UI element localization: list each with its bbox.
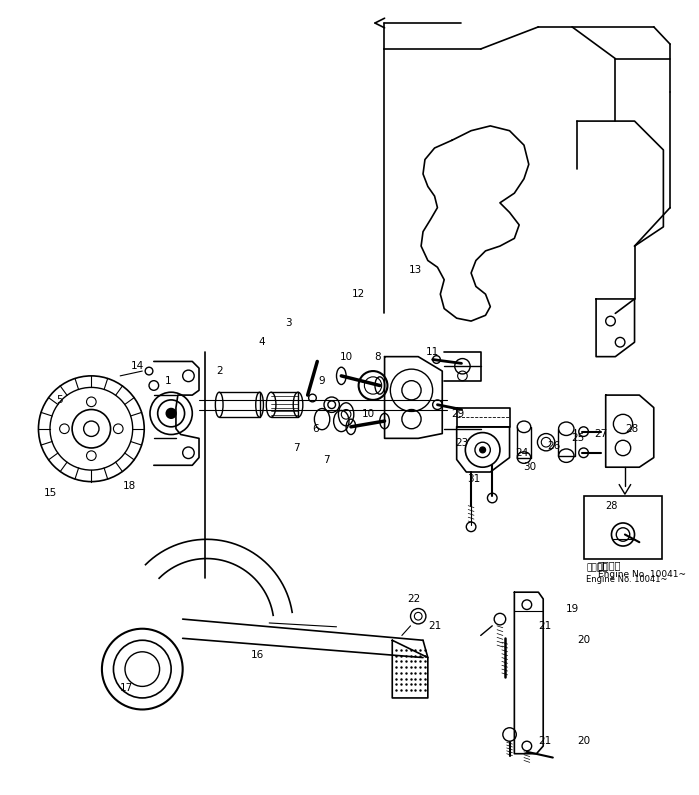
- Text: 5: 5: [57, 395, 63, 405]
- Text: 20: 20: [577, 736, 590, 747]
- Text: 21: 21: [428, 621, 441, 631]
- Text: 適用号機: 適用号機: [586, 564, 608, 572]
- Circle shape: [166, 409, 176, 418]
- Text: 4: 4: [258, 337, 265, 347]
- Text: 18: 18: [123, 482, 136, 491]
- Text: 10: 10: [340, 351, 353, 362]
- Text: 21: 21: [538, 621, 552, 631]
- Text: 31: 31: [468, 474, 481, 483]
- Text: 25: 25: [571, 433, 584, 444]
- Text: 8: 8: [375, 351, 381, 362]
- Text: 12: 12: [352, 289, 366, 299]
- Text: Engine No. 10041~: Engine No. 10041~: [586, 576, 668, 584]
- Text: 27: 27: [594, 429, 607, 439]
- Text: 7: 7: [293, 443, 299, 453]
- Text: 2: 2: [216, 366, 222, 376]
- Text: 30: 30: [523, 462, 536, 472]
- Text: 6: 6: [312, 424, 319, 434]
- Text: 28: 28: [625, 424, 638, 434]
- Text: Engine No. 10041~: Engine No. 10041~: [598, 570, 686, 580]
- Text: 26: 26: [547, 441, 561, 451]
- Text: 20: 20: [577, 635, 590, 646]
- Text: 22: 22: [407, 594, 420, 604]
- Text: 17: 17: [120, 684, 133, 693]
- Text: 24: 24: [515, 448, 528, 458]
- Text: 11: 11: [426, 347, 439, 357]
- Text: 29: 29: [451, 409, 464, 419]
- Text: 10: 10: [361, 409, 375, 419]
- Text: 15: 15: [43, 488, 57, 498]
- Text: 23: 23: [455, 438, 468, 448]
- Text: 9: 9: [319, 376, 326, 386]
- Text: 14: 14: [131, 361, 144, 371]
- Text: 19: 19: [565, 603, 579, 614]
- Text: 適用号機: 適用号機: [598, 560, 621, 570]
- Circle shape: [480, 447, 486, 453]
- Text: 21: 21: [538, 736, 552, 747]
- Bar: [584, 496, 663, 559]
- Text: 13: 13: [409, 265, 422, 275]
- Text: 1: 1: [165, 376, 171, 386]
- Text: 3: 3: [285, 318, 291, 328]
- Text: 7: 7: [324, 455, 330, 464]
- Text: 28: 28: [606, 501, 618, 510]
- Text: 16: 16: [251, 650, 264, 660]
